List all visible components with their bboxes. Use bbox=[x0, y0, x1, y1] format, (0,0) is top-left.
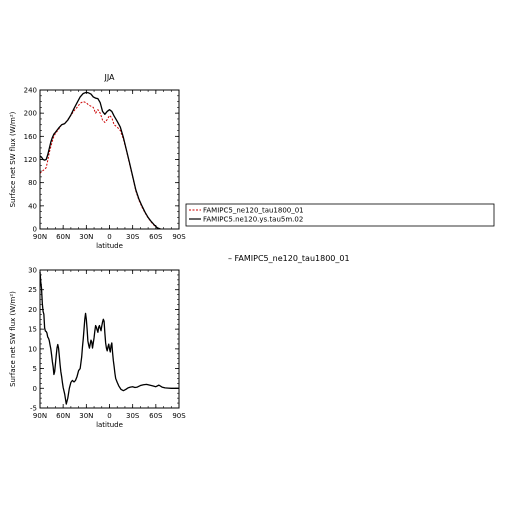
top-panel-series-group bbox=[39, 91, 161, 230]
x-tick-label: 30N bbox=[79, 412, 93, 420]
y-tick-label: 10 bbox=[28, 345, 37, 353]
x-tick-label: 30S bbox=[126, 412, 140, 420]
y-tick-label: 240 bbox=[24, 87, 37, 95]
top-panel-ticks: 90N 60N 30N 0 30S 60S 90S 0 40 80 120 160 200 240 bbox=[24, 87, 187, 242]
x-tick-label: 60N bbox=[56, 412, 70, 420]
y-tick-label: 20 bbox=[28, 306, 37, 314]
series-line-1 bbox=[39, 271, 179, 405]
y-tick-label: 0 bbox=[33, 226, 37, 234]
bottom-panel-frame bbox=[39, 269, 180, 409]
x-tick-label: 90N bbox=[33, 233, 47, 241]
x-tick-label: 60S bbox=[149, 412, 163, 420]
top-panel-y-axis-label: Surface net SW flux (W/m²) bbox=[9, 111, 17, 207]
difference-note: – FAMIPC5_ne120_tau1800_01 bbox=[228, 254, 350, 263]
x-tick-label: 90S bbox=[172, 412, 186, 420]
bottom-panel-x-axis-label: latitude bbox=[96, 421, 123, 429]
top-panel-title: JJA bbox=[103, 73, 115, 82]
y-tick-label: -5 bbox=[30, 405, 37, 413]
y-tick-label: 160 bbox=[24, 133, 37, 141]
top-panel-frame bbox=[39, 89, 180, 230]
y-tick-label: 0 bbox=[33, 385, 37, 393]
y-tick-label: 80 bbox=[28, 179, 37, 187]
top-panel-x-axis-label: latitude bbox=[96, 242, 123, 250]
x-tick-label: 0 bbox=[107, 233, 111, 241]
bottom-panel: 90N 60N 30N 0 30S 60S 90S -5 0 5 10 15 20 25 30 latitu… bbox=[9, 267, 186, 430]
x-tick-label: 60N bbox=[56, 233, 70, 241]
x-tick-label: 30S bbox=[126, 233, 140, 241]
x-tick-label: 90N bbox=[33, 412, 47, 420]
x-tick-label: 90S bbox=[172, 233, 186, 241]
y-tick-label: 25 bbox=[28, 286, 37, 294]
y-tick-label: 15 bbox=[28, 326, 37, 334]
legend-entry-1: FAMIPC5_ne120_tau1800_01 bbox=[203, 207, 304, 215]
y-tick-label: 30 bbox=[28, 267, 37, 275]
bottom-panel-y-axis-label: Surface net SW flux (W/m²) bbox=[9, 291, 17, 387]
y-tick-label: 40 bbox=[28, 202, 37, 210]
x-tick-label: 0 bbox=[107, 412, 111, 420]
bottom-panel-ticks: 90N 60N 30N 0 30S 60S 90S -5 0 5 10 15 20 25 30 bbox=[28, 267, 186, 421]
top-panel: JJA 90N 60N 30N 0 30S 60S 90S 0 40 80 120 160 200 240… bbox=[9, 73, 186, 250]
series-line-1 bbox=[39, 101, 161, 230]
x-tick-label: 30N bbox=[79, 233, 93, 241]
y-tick-label: 120 bbox=[24, 156, 37, 164]
legend-box bbox=[185, 203, 495, 227]
legend: FAMIPC5_ne120_tau1800_01 FAMIPC5.ne120.y… bbox=[185, 203, 495, 227]
y-tick-label: 5 bbox=[33, 365, 37, 373]
legend-entry-2: FAMIPC5.ne120.ys.tau5m.02 bbox=[203, 216, 303, 224]
y-tick-label: 200 bbox=[24, 110, 37, 118]
bottom-panel-series-group bbox=[39, 271, 179, 405]
x-tick-label: 60S bbox=[149, 233, 163, 241]
series-line-2 bbox=[39, 91, 161, 230]
